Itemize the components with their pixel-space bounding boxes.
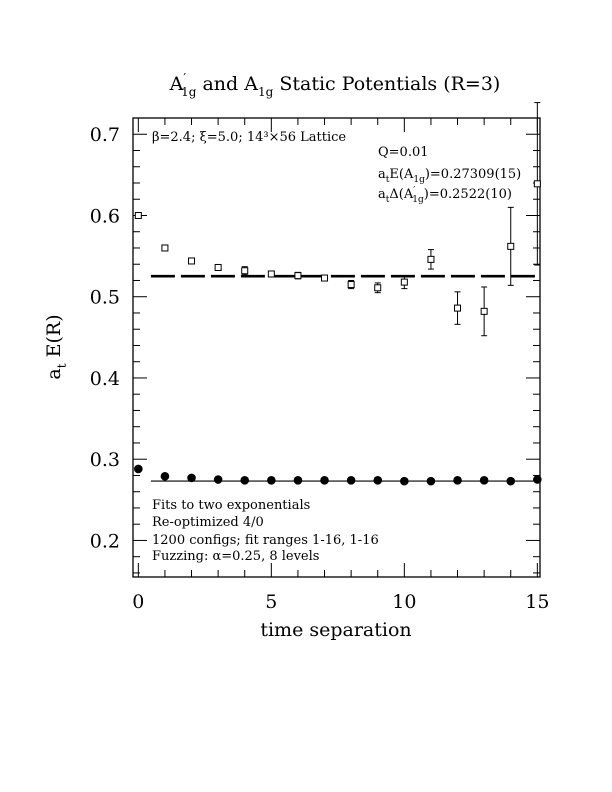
data-point-circle (400, 476, 409, 486)
data-point-square (374, 284, 382, 292)
data-point-square (321, 274, 329, 282)
data-point-circle (426, 476, 436, 486)
x-axis-label: time separation (260, 619, 411, 641)
data-point-square (267, 270, 275, 278)
x-tick-label: 0 (132, 591, 144, 613)
data-point-circle (506, 476, 516, 486)
tick-labels: 0 5 10 15 0.2 0.3 0.4 0.5 0.6 0.7 (90, 124, 550, 613)
data-marks (134, 102, 542, 486)
data-point-square (507, 242, 515, 250)
plot-frame (132, 117, 541, 578)
y-tick-label: 0.4 (90, 368, 120, 390)
data-point-circle (134, 464, 143, 474)
x-tick-label: 10 (392, 591, 416, 613)
x-tick-label: 15 (525, 591, 549, 613)
data-point-square (214, 263, 222, 271)
y-tick-label: 0.2 (90, 530, 120, 552)
x-tick-label: 5 (265, 591, 277, 613)
data-point-circle (453, 476, 462, 485)
data-point-square (533, 180, 541, 188)
data-point-square (400, 278, 408, 286)
data-point-circle (320, 476, 329, 485)
data-point-circle (267, 476, 276, 485)
annotation-configs: 1200 configs; fit ranges 1-16, 1-16 (152, 533, 379, 548)
annotation-q: Q=0.01 (378, 145, 429, 160)
data-point-circle (213, 475, 223, 484)
data-point-circle (160, 471, 170, 481)
annotation-delta: atΔ(A′ 1g)=0.2522(10) (378, 186, 512, 205)
data-point-square (188, 257, 196, 265)
data-point-square (294, 272, 302, 280)
data-point-square (134, 211, 142, 219)
axis-ticks (133, 118, 540, 577)
data-point-square (454, 304, 462, 312)
y-tick-label: 0.7 (90, 124, 120, 146)
data-point-circle (533, 475, 542, 484)
data-point-square (161, 244, 169, 252)
y-tick-label: 0.3 (90, 449, 120, 471)
chart-title: A′ 1g and A1g Static Potentials (R=3) (169, 71, 501, 99)
annotation-lattice: β=2.4; ξ=5.0; 14³×56 Lattice (152, 130, 346, 145)
fit-lines (150, 274, 540, 482)
data-point-circle (479, 476, 489, 485)
data-point-circle (346, 476, 356, 485)
annotation-reopt: Re-optimized 4/0 (152, 515, 264, 530)
annotation-fits: Fits to two exponentials (152, 498, 310, 513)
data-point-circle (187, 473, 196, 483)
annotation-fuzzing: Fuzzing: α=0.25, 8 levels (152, 549, 319, 564)
y-tick-label: 0.6 (90, 205, 120, 227)
y-axis-label: at E(R) (43, 314, 69, 379)
annotation-energy: atE(A1g)=0.27309(15) (378, 167, 521, 185)
data-point-square (427, 255, 435, 263)
data-point-circle (373, 476, 383, 485)
data-point-square (241, 267, 249, 275)
y-tick-label: 0.5 (90, 287, 120, 309)
data-point-circle (240, 476, 250, 485)
data-point-circle (293, 476, 303, 485)
data-point-square (347, 281, 355, 289)
data-point-square (480, 307, 488, 315)
